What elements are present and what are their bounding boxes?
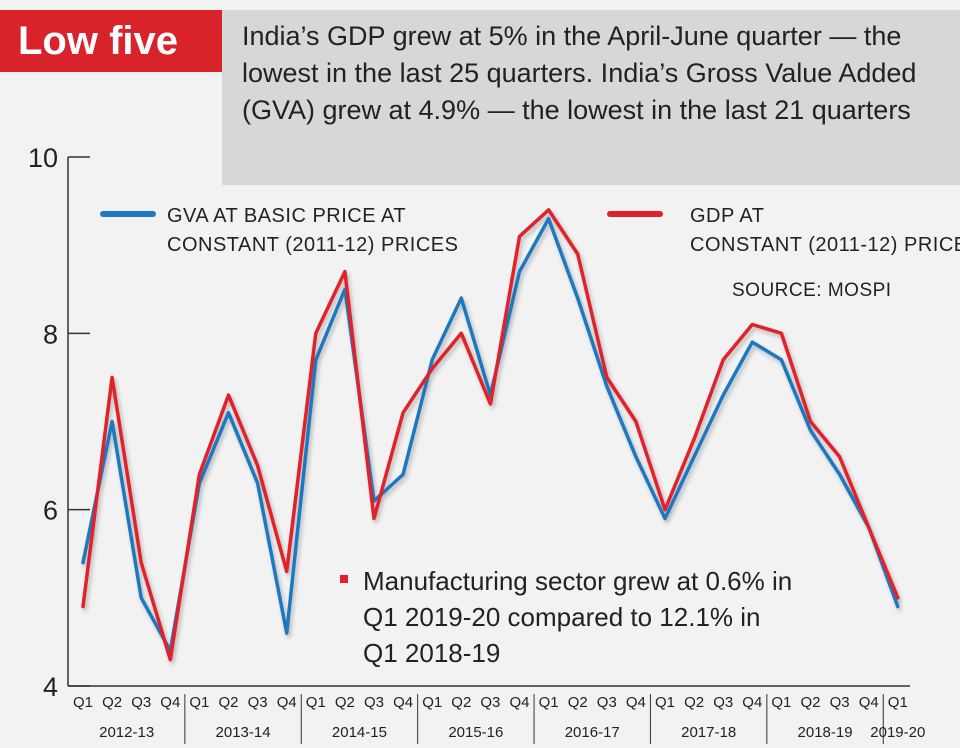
legend-gdp-line2: CONSTANT (2011-12) PRICES — [690, 234, 960, 256]
x-tick-label: Q2 — [568, 694, 588, 711]
x-tick-label: Q1 — [189, 694, 209, 711]
x-tick-label: Q4 — [160, 694, 180, 711]
x-tick-label: Q3 — [597, 694, 617, 711]
badge-title: Low five — [0, 10, 222, 72]
year-label: 2019-20 — [870, 724, 925, 741]
annotation-line1: Manufacturing sector grew at 0.6% in — [363, 566, 792, 596]
x-tick-label: Q4 — [859, 694, 879, 711]
annotation-line2: Q1 2019-20 compared to 12.1% in — [363, 602, 760, 632]
x-tick-label: Q4 — [742, 694, 762, 711]
x-tick-label: Q2 — [451, 694, 471, 711]
y-tick-label: 6 — [43, 496, 58, 526]
y-tick-label: 8 — [43, 319, 58, 349]
year-label: 2016-17 — [565, 724, 620, 741]
x-tick-label: Q3 — [713, 694, 733, 711]
x-tick-label: Q1 — [888, 694, 908, 711]
x-tick-label: Q3 — [131, 694, 151, 711]
x-tick-label: Q2 — [102, 694, 122, 711]
x-tick-label: Q2 — [684, 694, 704, 711]
x-tick-label: Q3 — [364, 694, 384, 711]
year-label: 2013-14 — [216, 724, 271, 741]
y-tick-label: 10 — [28, 143, 58, 173]
x-tick-label: Q2 — [335, 694, 355, 711]
x-tick-label: Q3 — [830, 694, 850, 711]
annotation-bullet — [340, 575, 348, 583]
x-tick-label: Q1 — [73, 694, 93, 711]
x-tick-label: Q1 — [771, 694, 791, 711]
annotation-line3: Q1 2018-19 — [363, 638, 500, 668]
year-label: 2012-13 — [99, 724, 154, 741]
year-label: 2014-15 — [332, 724, 387, 741]
x-tick-label: Q2 — [218, 694, 238, 711]
x-tick-label: Q4 — [277, 694, 297, 711]
legend-gva-line1: GVA AT BASIC PRICE AT — [167, 205, 406, 227]
year-label: 2015-16 — [448, 724, 503, 741]
legend-gva-line2: CONSTANT (2011-12) PRICES — [167, 234, 458, 256]
x-tick-label: Q4 — [393, 694, 413, 711]
gdp-series-line — [81, 208, 900, 662]
y-tick-label: 4 — [43, 672, 58, 702]
x-tick-label: Q1 — [539, 694, 559, 711]
x-tick-label: Q4 — [509, 694, 529, 711]
year-label: 2018-19 — [798, 724, 853, 741]
x-tick-label: Q2 — [800, 694, 820, 711]
chart-subtitle: India’s GDP grew at 5% in the April-June… — [222, 10, 960, 185]
x-tick-label: Q1 — [655, 694, 675, 711]
source-label: SOURCE: MOSPI — [732, 280, 892, 301]
x-tick-label: Q4 — [626, 694, 646, 711]
x-tick-label: Q1 — [306, 694, 326, 711]
x-tick-label: Q1 — [422, 694, 442, 711]
x-tick-label: Q3 — [248, 694, 268, 711]
year-label: 2017-18 — [681, 724, 736, 741]
legend-gdp-line1: GDP AT — [690, 205, 765, 227]
x-tick-label: Q3 — [480, 694, 500, 711]
